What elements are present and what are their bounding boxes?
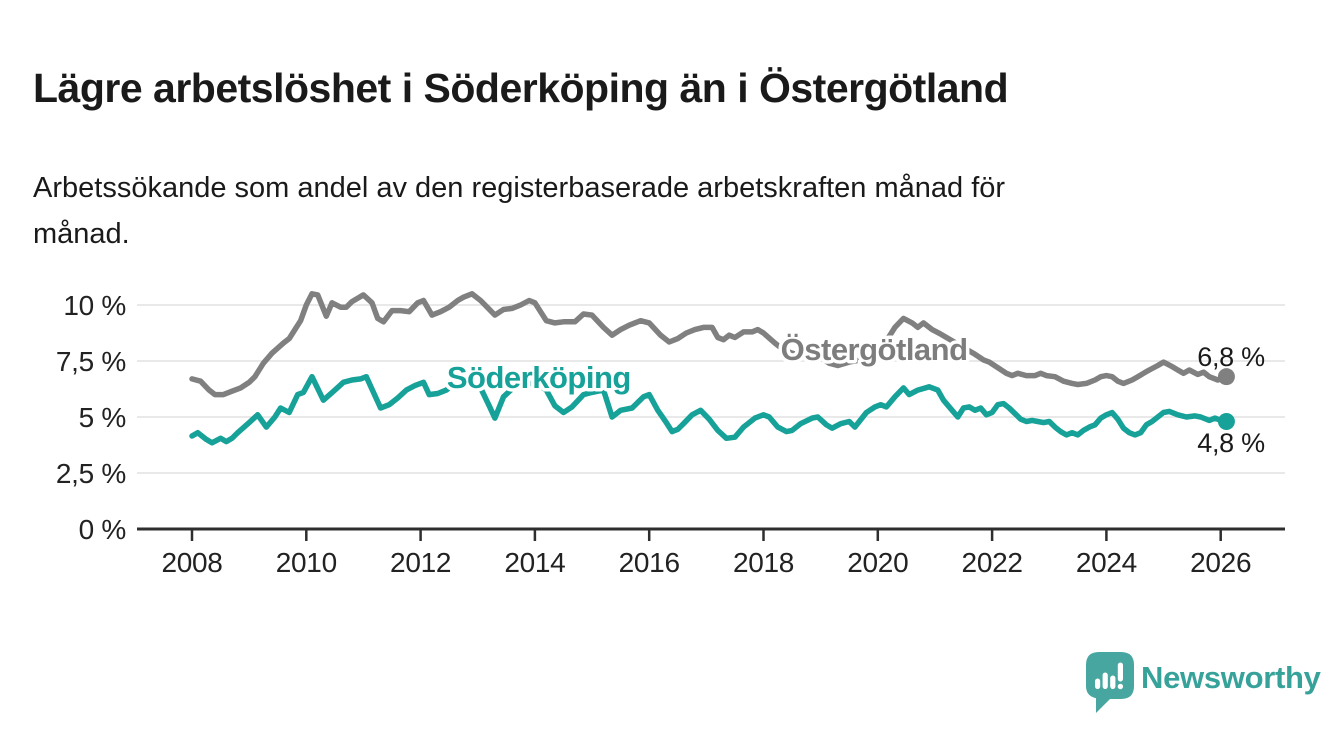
series-end-dot-s-derk-ping — [1217, 412, 1235, 430]
series-label-s-derk-ping: Söderköping — [447, 360, 631, 395]
series-end-dot--sterg-tland — [1217, 368, 1235, 386]
x-tick-label: 2018 — [733, 547, 794, 578]
series-label--sterg-tland: Östergötland — [781, 332, 968, 367]
x-tick-label: 2012 — [390, 547, 451, 578]
x-tick-label: 2014 — [504, 547, 565, 578]
x-tick-label: 2022 — [962, 547, 1023, 578]
chart-subtitle: Arbetssökande som andel av den registerb… — [33, 172, 1006, 250]
page-title: Lägre arbetslöshet i Söderköping än i Ös… — [33, 65, 1009, 112]
x-tick-label: 2024 — [1076, 547, 1137, 578]
newsworthy-logo-icon — [1086, 652, 1134, 713]
x-tick-label: 2020 — [847, 547, 908, 578]
speech-bubble-shape — [1086, 652, 1134, 713]
series-line--sterg-tland — [189, 291, 1230, 398]
bar-chart-glyph — [1095, 662, 1124, 690]
series-line-s-derk-ping — [189, 373, 1230, 446]
series-end-label--sterg-tland: 6,8 % — [1197, 342, 1265, 372]
x-tick-label: 2008 — [161, 547, 222, 578]
newsworthy-brand: Newsworthy — [1085, 651, 1325, 721]
x-tick-label: 2016 — [619, 547, 680, 578]
x-tick-label: 2010 — [276, 547, 337, 578]
y-tick-label: 7,5 % — [56, 346, 126, 377]
y-tick-label: 5 % — [79, 402, 126, 433]
y-tick-label: 0 % — [79, 514, 126, 545]
x-tick-label: 2026 — [1190, 547, 1251, 578]
series-end-label-s-derk-ping: 4,8 % — [1197, 428, 1265, 458]
y-tick-label: 2,5 % — [56, 458, 126, 489]
newsworthy-wordmark: Newsworthy — [1141, 660, 1321, 695]
y-tick-label: 10 % — [63, 290, 126, 321]
